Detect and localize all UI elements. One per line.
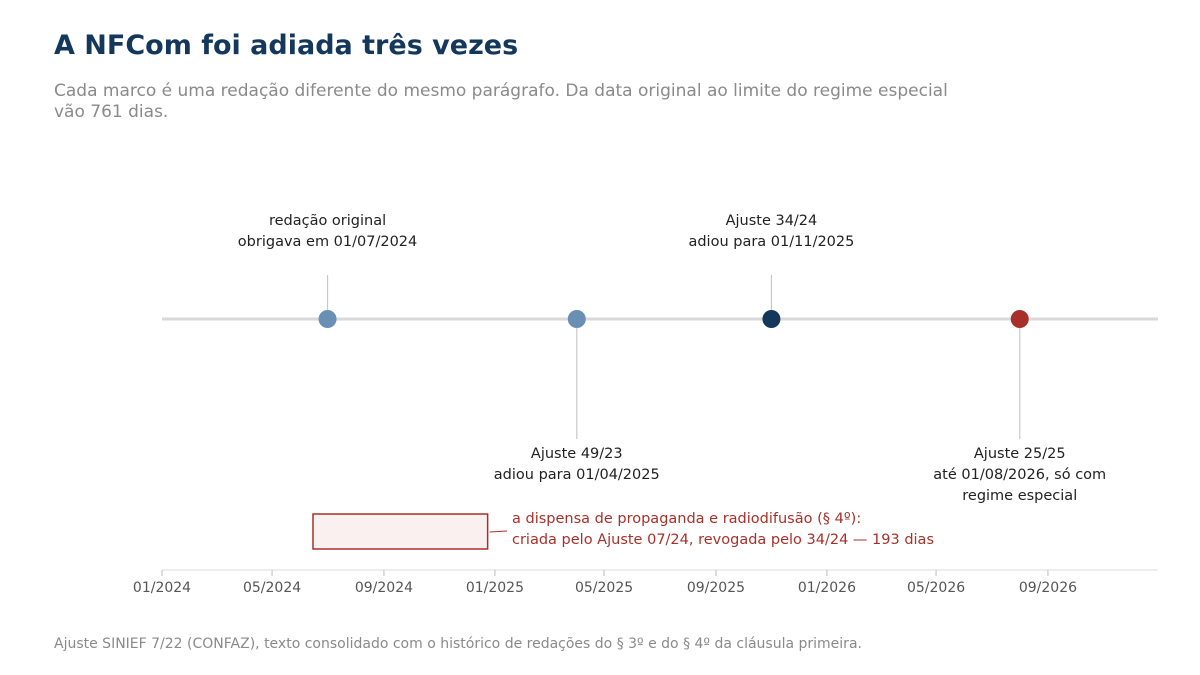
x-tick-label: 05/2025 [575,580,633,596]
source-note: Ajuste SINIEF 7/22 (CONFAZ), texto conso… [54,636,862,652]
milestone-point [1010,310,1029,328]
milestone-label: adiou para 01/04/2025 [494,467,660,483]
milestone-point [762,310,781,328]
x-tick-label: 01/2025 [466,580,524,596]
milestone-label: Ajuste 49/23 [531,446,623,462]
milestone-label: adiou para 01/11/2025 [688,234,854,250]
x-tick-label: 09/2026 [1019,580,1077,596]
x-tick-label: 01/2026 [798,580,856,596]
x-tick-label: 09/2024 [355,580,413,596]
range-connector [489,530,508,533]
x-tick-label: 05/2024 [243,580,301,596]
chart-title: A NFCom foi adiada três vezes [54,30,519,61]
chart-subtitle: Cada marco é uma redação diferente do me… [54,81,948,122]
range-box [312,513,489,550]
milestone-label: redação original [269,213,386,229]
milestone-label: até 01/08/2026, só com [933,467,1106,483]
x-tick-label: 01/2024 [133,580,191,596]
milestone-label: regime especial [962,488,1077,504]
range-label: a dispensa de propaganda e radiodifusão … [512,511,861,527]
milestone-label: Ajuste 25/25 [974,446,1066,462]
range-label: criada pelo Ajuste 07/24, revogada pelo … [512,532,934,548]
milestone-label: Ajuste 34/24 [726,213,818,229]
milestone-point [567,310,586,328]
x-tick-label: 09/2025 [687,580,745,596]
milestone-point [318,310,337,328]
x-tick-label: 05/2026 [907,580,965,596]
milestone-label: obrigava em 01/07/2024 [238,234,417,250]
